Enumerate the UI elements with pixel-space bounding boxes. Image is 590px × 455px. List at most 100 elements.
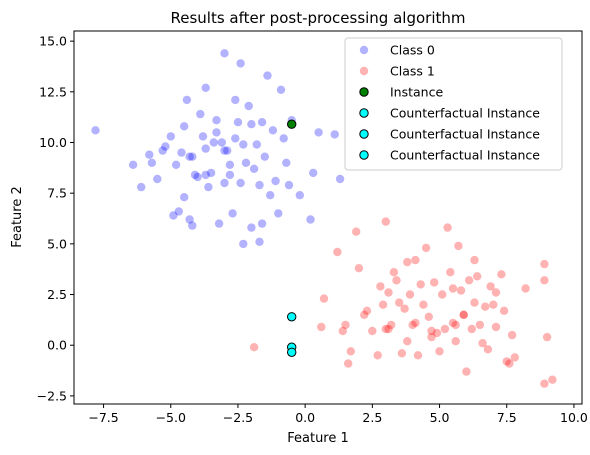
legend-label-2: Instance <box>390 85 443 100</box>
data-point-series-1-78 <box>505 359 514 368</box>
data-point-series-0-36 <box>228 209 237 218</box>
data-point-series-1-40 <box>440 324 450 334</box>
data-point-series-1-44 <box>451 337 460 346</box>
data-point-series-5-0 <box>287 347 297 357</box>
data-point-series-0-45 <box>244 101 253 111</box>
data-point-series-0-35 <box>225 170 235 180</box>
data-point-series-0-51 <box>255 237 264 246</box>
data-point-series-1-49 <box>464 276 474 285</box>
y-tick-label-7: 15.0 <box>39 34 67 49</box>
y-tick-label-1: 0.0 <box>47 338 67 353</box>
data-point-series-0-8 <box>166 132 175 141</box>
data-point-series-0-11 <box>174 207 183 216</box>
data-point-series-1-59 <box>497 270 506 279</box>
legend-marker-4 <box>359 129 369 139</box>
data-point-series-0-62 <box>284 180 294 190</box>
data-point-series-1-53 <box>475 320 485 330</box>
plot-frame <box>73 30 583 405</box>
data-point-series-1-65 <box>540 259 549 269</box>
legend: Class 0 Class 1 Instance Counterfactual Ins… <box>344 37 563 171</box>
data-point-series-0-10 <box>171 160 181 169</box>
data-point-series-0-74 <box>201 170 210 180</box>
legend-marker-2 <box>359 87 369 97</box>
x-axis-title: Feature 1 <box>287 431 349 446</box>
data-point-series-1-52 <box>473 272 482 281</box>
data-point-series-1-27 <box>405 290 415 299</box>
data-point-series-0-71 <box>188 152 197 161</box>
data-point-series-0-29 <box>212 128 221 137</box>
data-point-series-1-4 <box>338 326 347 336</box>
data-point-series-0-5 <box>153 174 162 184</box>
data-point-series-0-42 <box>239 140 248 149</box>
data-point-series-0-72 <box>225 160 235 169</box>
legend-marker-1 <box>359 66 369 76</box>
data-point-series-1-19 <box>387 320 396 330</box>
data-point-series-1-29 <box>411 255 420 265</box>
data-point-series-1-10 <box>360 310 369 319</box>
data-point-series-0-64 <box>295 191 304 200</box>
data-point-series-0-9 <box>169 211 178 220</box>
data-point-series-1-15 <box>378 300 388 309</box>
data-point-series-1-72 <box>470 255 479 265</box>
y-tick-label-0: −2.5 <box>37 388 67 403</box>
data-point-series-0-67 <box>314 128 323 137</box>
data-point-series-1-66 <box>540 379 549 388</box>
data-point-series-0-61 <box>282 158 291 167</box>
data-point-series-1-79 <box>448 284 458 293</box>
data-point-series-1-11 <box>362 306 372 315</box>
data-point-series-1-38 <box>435 347 444 356</box>
data-point-series-1-71 <box>427 326 436 336</box>
data-point-series-1-48 <box>462 367 471 376</box>
y-tick-label-5: 10.0 <box>39 135 67 150</box>
data-point-series-0-20 <box>193 172 202 182</box>
x-tick-label-2: −2.5 <box>223 410 253 425</box>
data-point-series-0-15 <box>182 95 192 105</box>
data-point-series-1-6 <box>344 359 353 368</box>
data-point-series-0-2 <box>137 182 146 192</box>
legend-label-4: Counterfactual Instance <box>390 127 540 142</box>
data-point-series-1-7 <box>346 347 355 356</box>
data-point-series-0-33 <box>220 178 229 188</box>
data-point-series-0-59 <box>276 85 286 95</box>
data-point-series-1-33 <box>421 243 431 253</box>
data-point-series-1-43 <box>448 318 458 328</box>
data-point-series-1-39 <box>438 290 447 299</box>
data-point-series-1-0 <box>249 343 259 352</box>
data-point-series-1-35 <box>427 332 436 342</box>
data-point-series-1-68 <box>548 375 557 384</box>
data-point-series-1-13 <box>373 351 382 360</box>
data-point-series-0-39 <box>233 118 243 127</box>
data-point-series-1-21 <box>392 276 401 285</box>
data-point-series-1-37 <box>432 328 442 338</box>
data-point-series-0-30 <box>214 219 224 228</box>
data-point-series-1-45 <box>454 241 463 251</box>
data-point-series-1-22 <box>395 298 404 307</box>
data-point-series-0-48 <box>249 164 259 173</box>
data-point-series-0-12 <box>177 148 186 157</box>
data-point-series-1-18 <box>384 288 393 297</box>
data-point-series-0-44 <box>241 158 251 167</box>
data-point-series-1-25 <box>403 257 412 267</box>
data-point-series-2-0 <box>287 119 297 129</box>
data-point-series-0-68 <box>330 130 339 139</box>
data-point-series-0-57 <box>271 176 280 186</box>
data-point-series-1-75 <box>411 318 420 328</box>
data-point-series-1-58 <box>491 322 501 332</box>
x-tick-label-5: 5.0 <box>430 410 450 425</box>
data-point-series-0-40 <box>236 59 245 68</box>
data-point-series-1-64 <box>521 284 530 293</box>
y-tick-label-3: 5.0 <box>47 236 67 251</box>
data-point-series-1-57 <box>489 300 498 309</box>
data-point-series-1-41 <box>443 223 452 232</box>
data-point-series-1-63 <box>510 353 519 362</box>
data-point-series-0-66 <box>309 168 318 178</box>
data-point-series-1-51 <box>470 298 479 307</box>
data-point-series-0-14 <box>180 193 189 202</box>
data-point-series-0-41 <box>236 178 245 188</box>
data-point-series-0-22 <box>198 132 208 141</box>
legend-marker-5 <box>359 150 369 160</box>
data-point-series-0-52 <box>257 118 267 127</box>
data-point-series-0-50 <box>255 180 264 190</box>
data-point-series-0-31 <box>217 138 226 147</box>
